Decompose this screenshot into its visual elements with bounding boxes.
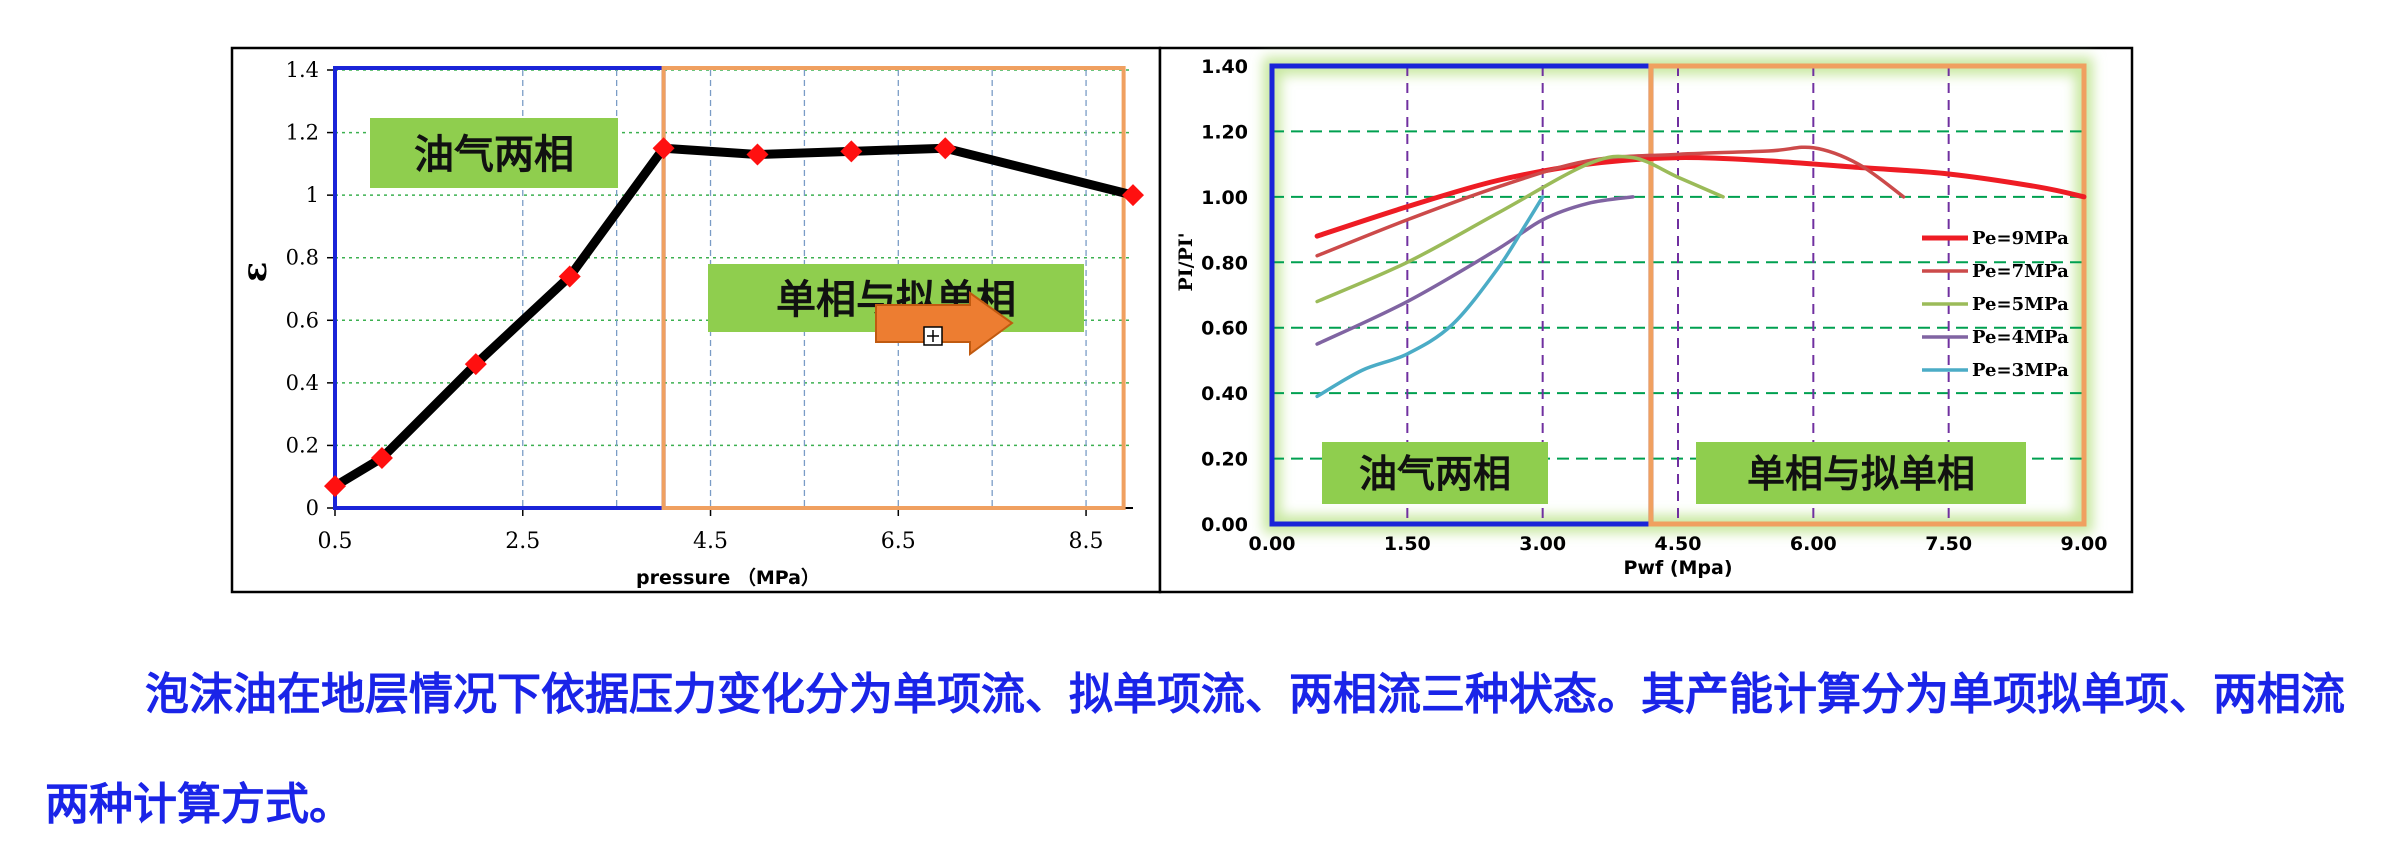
left-chart: 0 0.2 0.4 0.6 0.8 1 1.2 1.4 0.5 2.5 4.5 6.5 8.5 ε pr… xyxy=(230,46,1162,594)
right-region-label: 单相与拟单相 xyxy=(1747,452,1975,496)
right-series-line xyxy=(1315,154,1725,304)
right-y-tick-label: 1.40 xyxy=(1201,56,1248,78)
right-chart-legend: Pe=9MPa Pe=7MPa Pe=5MPa Pe=4MPa Pe=3MPa xyxy=(1922,228,2069,381)
caption-text: 泡沫油在地层情况下依据压力变化分为单项流、拟单项流、两相流三种状态。其产能计算分… xyxy=(45,669,2345,830)
left-region-box xyxy=(661,66,1126,510)
left-data-point xyxy=(324,475,346,498)
left-chart-ticks: 0 0.2 0.4 0.6 0.8 1 1.2 1.4 0.5 2.5 4.5 6.5 8.5 xyxy=(286,58,1104,554)
right-region-box xyxy=(1648,63,2087,527)
right-x-tick-label: 0.00 xyxy=(1249,533,1296,555)
left-y-tick-label: 1 xyxy=(306,183,319,207)
left-x-tick-label: 8.5 xyxy=(1069,529,1104,554)
right-series-line xyxy=(1314,155,2087,239)
right-y-tick-label: 1.00 xyxy=(1201,187,1248,209)
left-y-tick-label: 0.2 xyxy=(286,433,319,457)
right-legend-label: Pe=4MPa xyxy=(1972,327,2069,348)
right-region-label-bg xyxy=(1696,442,2026,504)
right-series-line xyxy=(1315,145,1906,258)
left-x-tick-label: 6.5 xyxy=(881,529,916,554)
left-data-point xyxy=(746,143,769,166)
right-y-tick-label: 1.20 xyxy=(1201,121,1248,143)
left-region-label-bg xyxy=(370,118,618,188)
left-data-point xyxy=(652,137,675,160)
left-chart-series xyxy=(324,137,1144,498)
right-y-tick-label: 0.40 xyxy=(1201,383,1248,405)
left-y-tick-label: 1.2 xyxy=(286,121,319,145)
left-data-point xyxy=(370,446,393,469)
left-y-tick-label: 0.8 xyxy=(286,246,319,270)
left-x-axis-label: pressure （MPa） xyxy=(636,566,820,589)
right-y-tick-label: 0.20 xyxy=(1201,449,1248,471)
right-x-tick-label: 4.50 xyxy=(1655,533,1702,555)
right-x-tick-label: 6.00 xyxy=(1790,533,1837,555)
left-y-tick-label: 1.4 xyxy=(286,58,319,82)
left-y-tick-label: 0 xyxy=(306,496,319,520)
right-y-tick-label: 0.60 xyxy=(1201,318,1248,340)
left-data-point xyxy=(558,265,581,288)
charts-svg: 0 0.2 0.4 0.6 0.8 1 1.2 1.4 0.5 2.5 4.5 6.5 8.5 ε pr… xyxy=(230,46,2134,594)
right-chart: 0.00 0.20 0.40 0.60 0.80 1.00 1.20 1.40 0.00 1.50… xyxy=(1158,46,2134,594)
right-x-tick-label: 7.50 xyxy=(1925,533,1972,555)
right-region-label: 油气两相 xyxy=(1359,452,1511,496)
right-region-label-bg xyxy=(1322,442,1548,504)
right-chart-ticks: 0.00 0.20 0.40 0.60 0.80 1.00 1.20 1.40 0.00 1.50… xyxy=(1201,56,2107,555)
left-data-point xyxy=(934,137,957,160)
caption-paragraph: 泡沫油在地层情况下依据压力变化分为单项流、拟单项流、两相流三种状态。其产能计算分… xyxy=(45,640,2345,860)
left-data-point xyxy=(464,353,487,376)
right-y-axis-label: PI/PI' xyxy=(1175,232,1197,291)
right-legend-label: Pe=7MPa xyxy=(1972,261,2069,282)
left-x-tick-label: 2.5 xyxy=(505,529,540,554)
left-y-tick-label: 0.6 xyxy=(286,308,319,332)
left-region-label: 油气两相 xyxy=(414,132,574,178)
right-series-line xyxy=(1315,195,1635,346)
left-data-point xyxy=(1122,184,1144,207)
right-legend-label: Pe=3MPa xyxy=(1972,360,2069,381)
right-chart-region-labels: 油气两相 单相与拟单相 xyxy=(1322,442,2026,504)
charts-figure: 0 0.2 0.4 0.6 0.8 1 1.2 1.4 0.5 2.5 4.5 6.5 8.5 ε pr… xyxy=(230,46,2134,594)
right-x-tick-label: 9.00 xyxy=(2061,533,2108,555)
right-x-tick-label: 3.00 xyxy=(1519,533,1566,555)
right-x-axis-label: Pwf (Mpa) xyxy=(1623,557,1732,579)
left-x-tick-label: 4.5 xyxy=(693,529,728,554)
left-data-point xyxy=(840,140,863,163)
right-series-line xyxy=(1315,195,1545,399)
right-y-tick-label: 0.00 xyxy=(1201,514,1248,536)
right-y-tick-label: 0.80 xyxy=(1201,252,1248,274)
right-chart-regions xyxy=(1269,63,2087,527)
right-arrow-icon[interactable] xyxy=(875,291,1014,356)
left-y-tick-label: 0.4 xyxy=(286,371,319,395)
right-x-tick-label: 1.50 xyxy=(1384,533,1431,555)
left-y-axis-label: ε xyxy=(235,262,275,283)
left-x-tick-label: 0.5 xyxy=(318,529,353,554)
right-chart-series xyxy=(1314,145,2087,399)
right-legend-label: Pe=9MPa xyxy=(1972,228,2069,249)
right-legend-label: Pe=5MPa xyxy=(1972,294,2069,315)
left-chart-regions xyxy=(333,66,1126,510)
